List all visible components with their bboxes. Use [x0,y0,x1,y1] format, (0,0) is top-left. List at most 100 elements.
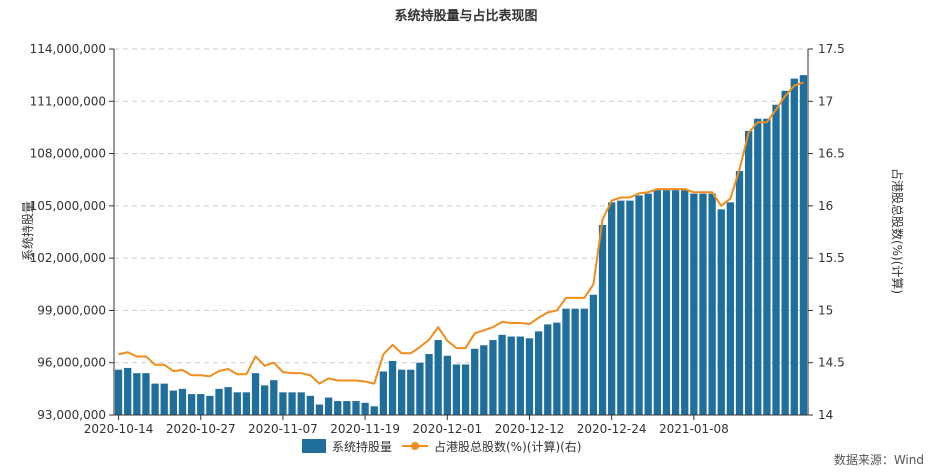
bar [151,384,158,415]
legend: 系统持股量 占港股总股数(%)(计算)(右) [302,439,582,454]
bar [206,396,213,415]
right-y-ticks: 14 14.5 15 15.5 16 16.5 17 17.5 [808,42,845,422]
legend-bar-label: 系统持股量 [332,439,392,454]
x-tick-label: 2020-11-19 [330,422,400,436]
left-y-tick-label: 102,000,000 [30,251,106,265]
bar [398,370,405,415]
x-tick-label: 2020-12-01 [412,422,482,436]
left-y-tick-label: 108,000,000 [30,147,106,161]
right-y-tick-label: 14.5 [818,356,845,370]
left-y-tick-label: 96,000,000 [37,356,106,370]
bar [133,373,140,415]
left-y-tick-label: 99,000,000 [37,303,106,317]
bar-series [115,75,807,415]
legend-bar-swatch [302,439,326,453]
bar [581,309,588,415]
left-y-tick-label: 111,000,000 [30,94,106,108]
bar [115,370,122,415]
bar [371,406,378,415]
right-y-tick-label: 16.5 [818,147,845,161]
bar [307,396,314,415]
bar [361,403,368,415]
data-source: 数据来源：Wind [834,452,924,467]
x-tick-label: 2021-01-08 [659,422,729,436]
bar [279,392,286,415]
right-y-tick-label: 16 [818,199,833,213]
bar [745,131,752,415]
right-y-tick-label: 17.5 [818,42,845,56]
bar [124,368,131,415]
bar [352,401,359,415]
bar [517,337,524,415]
bar [663,190,670,415]
right-y-tick-label: 15 [818,303,833,317]
bar [480,345,487,415]
bar [380,371,387,415]
bar [261,385,268,415]
bar [590,295,597,415]
bar [270,380,277,415]
bar [215,389,222,415]
left-axis-label: 系统持股量 [20,201,35,261]
bar [571,309,578,415]
x-tick-label: 2020-12-24 [577,422,647,436]
bar [754,119,761,415]
bar [453,364,460,415]
bar [672,190,679,415]
bar [416,363,423,415]
bar [316,405,323,415]
bar [681,190,688,415]
left-y-tick-label: 93,000,000 [37,408,106,422]
bar [599,225,606,415]
bar [462,364,469,415]
bar [763,119,770,415]
bar [617,201,624,415]
bar [407,370,414,415]
bar [243,392,250,415]
bar [727,202,734,415]
bar [179,389,186,415]
bar [699,194,706,415]
bar [544,324,551,415]
bar [718,209,725,415]
x-tick-label: 2020-10-27 [166,422,236,436]
bar [736,171,743,415]
left-y-ticks: 93,000,000 96,000,000 99,000,000 102,000,00… [30,42,114,422]
bar [782,91,789,415]
bar [791,79,798,415]
legend-line-label: 占港股总股数(%)(计算)(右) [434,439,582,454]
bar [498,335,505,415]
right-axis-label: 占港股总股数(%)(计算) [890,168,905,294]
legend-line-marker [411,442,419,450]
right-y-tick-label: 17 [818,94,833,108]
right-y-tick-label: 14 [818,408,833,422]
bar [635,195,642,415]
bar [142,373,149,415]
bar [170,391,177,415]
bar [708,194,715,415]
bar [608,202,615,415]
bar [252,373,259,415]
x-tick-label: 2020-10-14 [84,422,154,436]
bar [334,401,341,415]
bar [471,349,478,415]
bar [535,331,542,415]
bar [526,338,533,415]
bar [553,323,560,415]
bar [234,392,241,415]
right-y-tick-label: 15.5 [818,251,845,265]
bar [288,392,295,415]
bar [444,356,451,415]
bar [645,194,652,415]
bar [197,394,204,415]
bar [188,394,195,415]
bar [389,361,396,415]
bar [626,201,633,415]
bar [654,190,661,415]
bar [425,354,432,415]
bar [508,337,515,415]
bar [435,340,442,415]
